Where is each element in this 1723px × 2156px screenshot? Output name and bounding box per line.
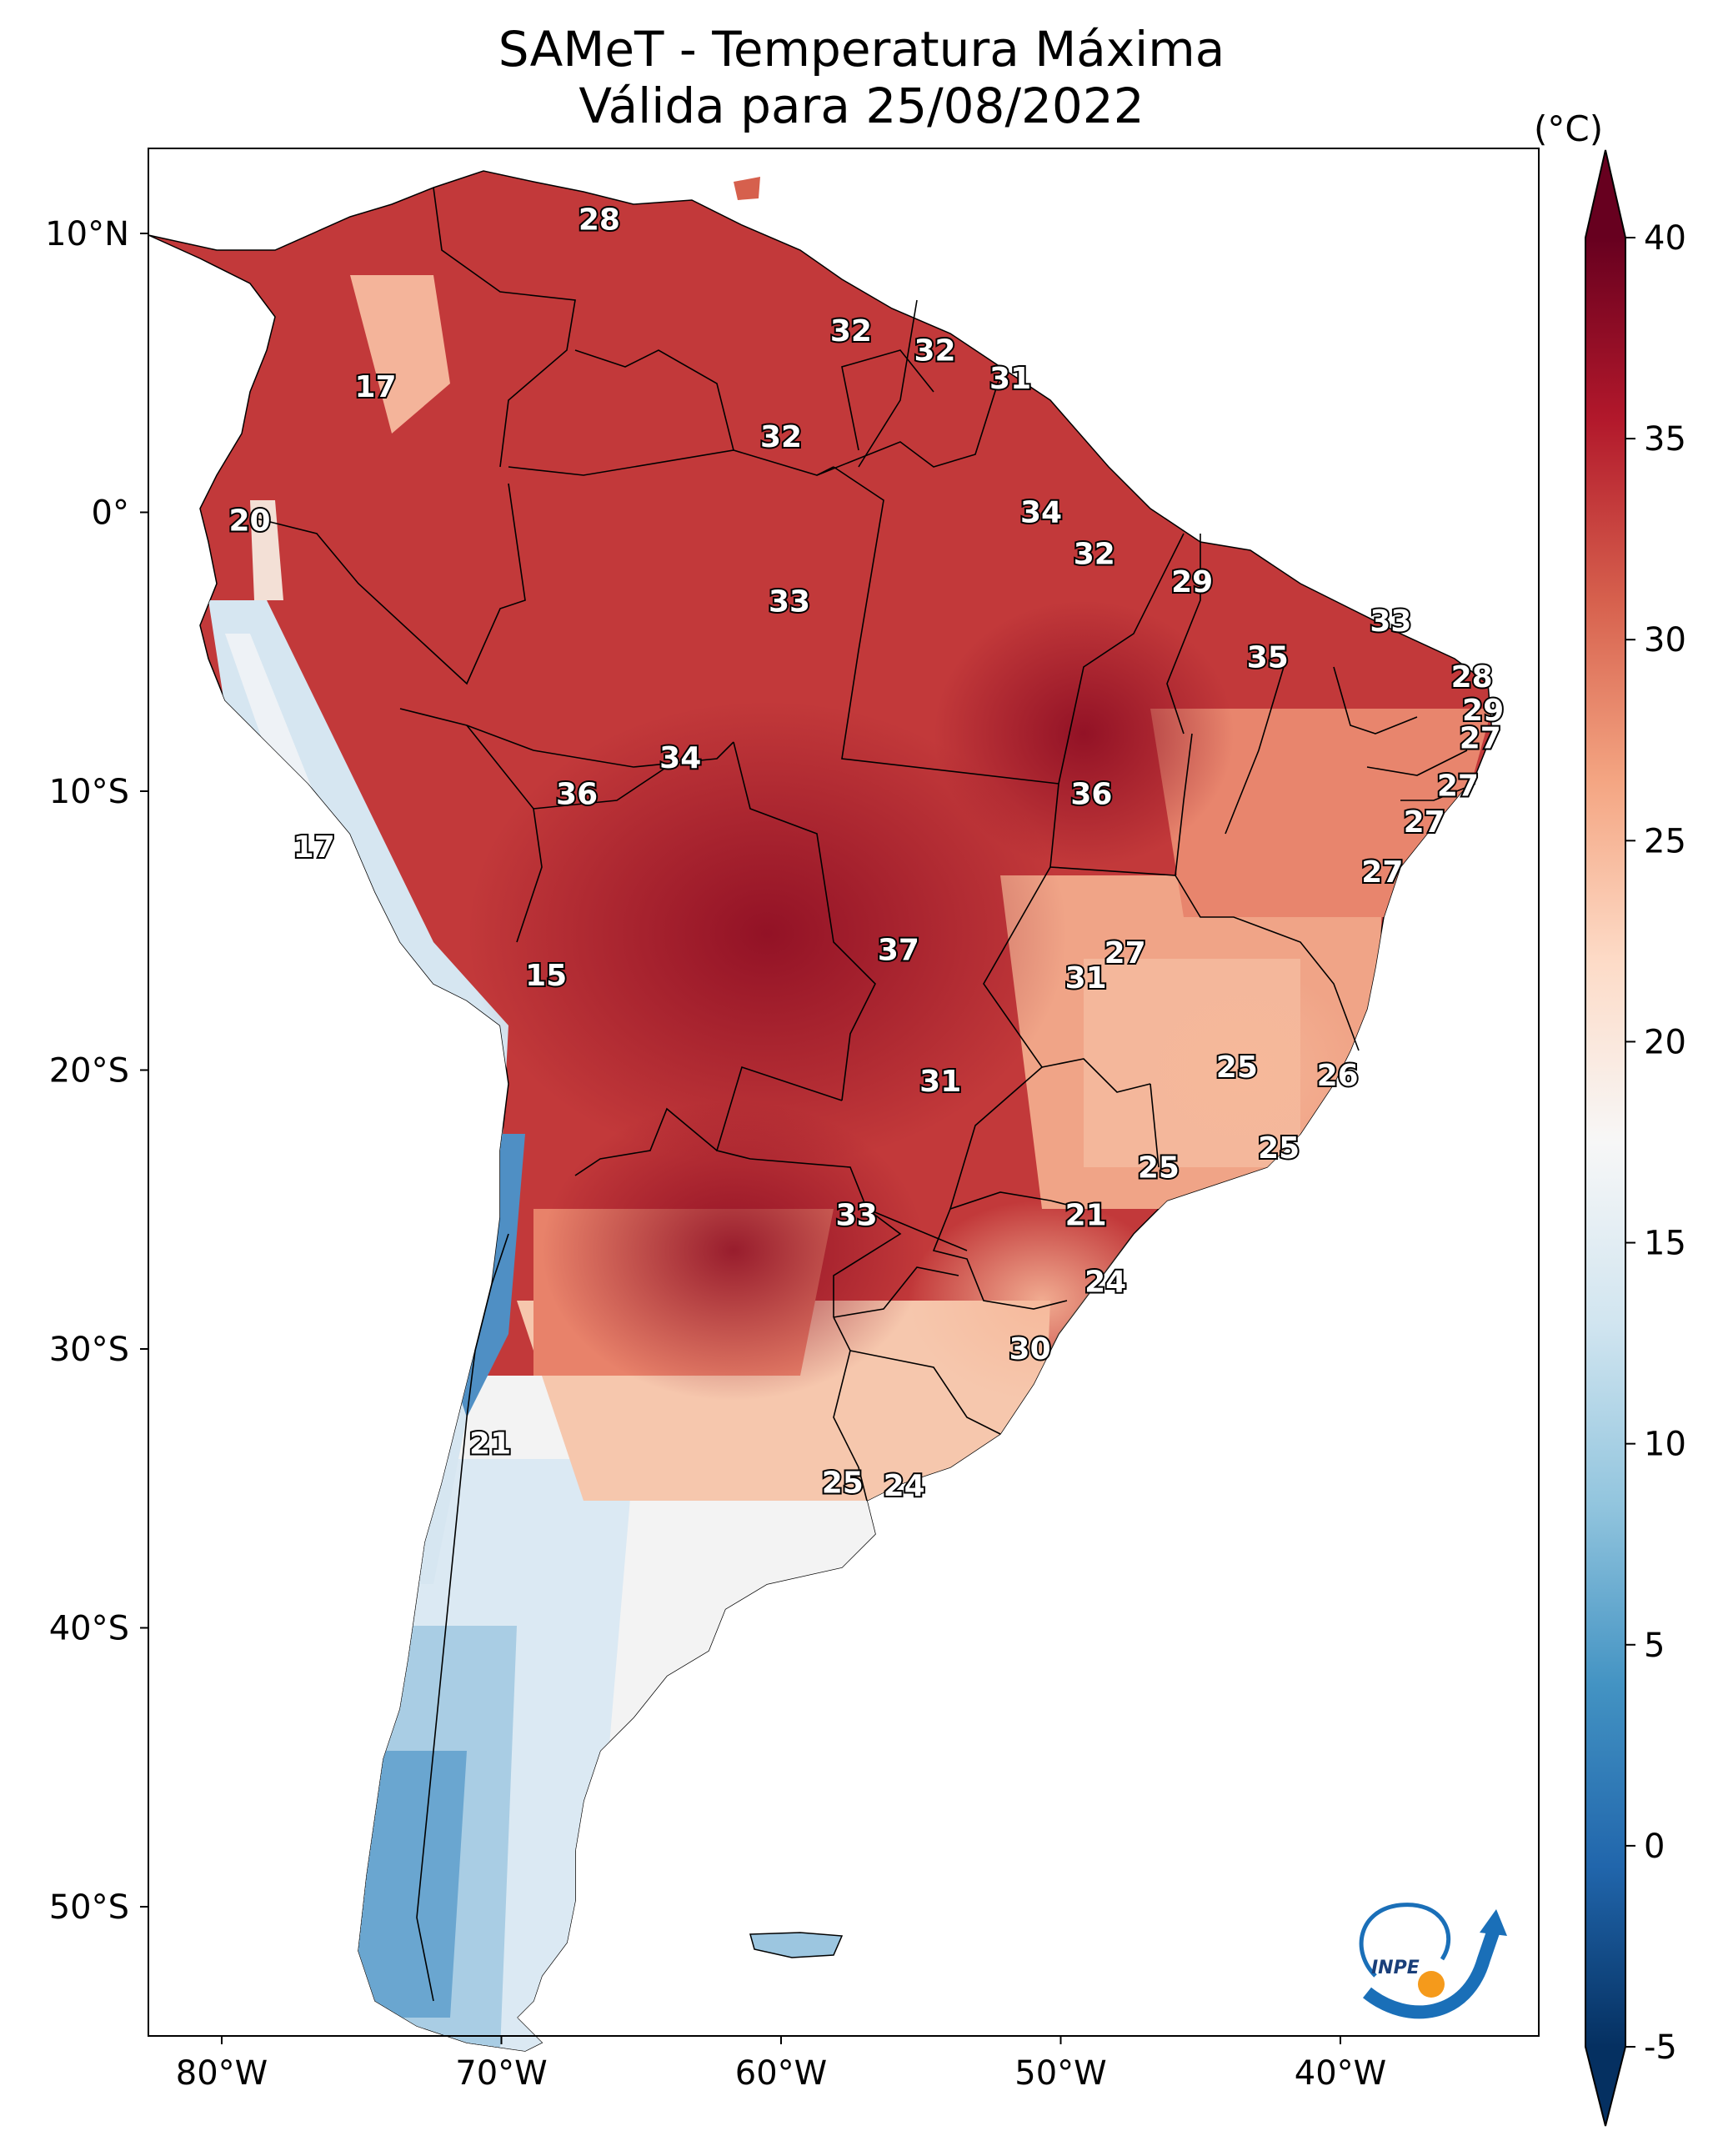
longitude-ticks: 80°W 70°W 60°W 50°W 40°W (176, 2036, 1386, 2093)
temperature-label: 25 (1258, 1131, 1300, 1166)
temperature-label: 35 (1247, 640, 1289, 674)
lon-tick-label: 40°W (1295, 2054, 1386, 2093)
lat-tick-label: 30°S (49, 1331, 129, 1369)
temperature-label: 31 (989, 362, 1031, 396)
lon-tick-label: 80°W (176, 2054, 268, 2093)
colorbar-tick-label: 25 (1644, 822, 1686, 860)
map-title-line2: Válida para 25/08/2022 (579, 78, 1144, 134)
temperature-label: 27 (1404, 805, 1445, 840)
temperature-label: 20 (228, 504, 270, 539)
inpe-logo-orbit (1359, 1903, 1451, 1978)
lon-tick-label: 70°W (455, 2054, 547, 2093)
temperature-label: 21 (1065, 1198, 1107, 1232)
inpe-logo-arrow (1480, 1909, 1507, 1936)
temperature-label: 25 (822, 1467, 864, 1501)
lon-tick-label: 50°W (1014, 2054, 1106, 2093)
trinidad-island (734, 177, 760, 200)
temperature-label: 27 (1361, 855, 1403, 890)
temperature-label: 37 (878, 934, 919, 968)
temperature-label: 36 (1070, 777, 1112, 811)
plot-frame (148, 148, 1540, 2037)
lat-tick-label: 20°S (49, 1052, 129, 1091)
lat-tick-label: 10°N (45, 215, 129, 253)
colorbar-tick-label: 10 (1644, 1426, 1686, 1464)
inpe-logo-text: INPE (1371, 1958, 1420, 1978)
colorbar-top-extend (1585, 150, 1625, 238)
temperature-label: 24 (1084, 1266, 1126, 1300)
country-borders (249, 187, 1476, 2002)
temperature-label: 29 (1171, 565, 1213, 599)
temperature-label: 28 (579, 203, 620, 237)
colorbar-tick-label: 5 (1644, 1627, 1665, 1665)
inpe-logo-sun (1418, 1971, 1445, 1998)
temperature-label: 24 (884, 1469, 925, 1503)
map-title-line1: SAMeT - Temperatura Máxima (498, 21, 1225, 78)
temperature-label: 25 (1216, 1050, 1258, 1085)
colorbar-tick-label: 40 (1644, 219, 1686, 258)
colorbar: 40 35 30 25 20 15 10 5 0 -5 (1585, 149, 1686, 2127)
temperature-label: 34 (1020, 496, 1062, 530)
temperature-label: 32 (914, 333, 955, 368)
colorbar-bottom-extend (1585, 2047, 1625, 2126)
temperature-label: 31 (919, 1065, 961, 1099)
temperature-label: 33 (769, 585, 810, 619)
temperature-label: 31 (1065, 961, 1107, 995)
lat-tick-label: 10°S (49, 773, 129, 811)
temperature-label: 26 (1317, 1059, 1359, 1093)
temperature-label: 29 (1462, 694, 1504, 728)
temperature-label: 25 (1138, 1151, 1180, 1186)
inpe-logo: INPE (1359, 1903, 1507, 2019)
latitude-ticks: 10°N 0° 10°S 20°S 30°S 40°S 50°S (45, 215, 148, 1927)
lat-tick-label: 40°S (49, 1610, 129, 1648)
inpe-logo-swoosh (1363, 1928, 1500, 2019)
temperature-label: 17 (293, 830, 335, 865)
temperature-label: 32 (760, 420, 802, 454)
colorbar-tick-label: 20 (1644, 1023, 1686, 1061)
temperature-label: 32 (830, 314, 872, 348)
colorbar-tick-label: -5 (1644, 2028, 1677, 2067)
temperature-label: 36 (556, 777, 598, 811)
temperature-label: 33 (836, 1198, 878, 1232)
colorbar-ticks: 40 35 30 25 20 15 10 5 0 -5 (1625, 219, 1686, 2067)
temperature-label: 32 (1074, 538, 1115, 572)
lat-tick-label: 0° (92, 494, 129, 533)
falkland-islands (749, 1932, 844, 1958)
colorbar-tick-label: 15 (1644, 1225, 1686, 1263)
colorbar-tick-label: 30 (1644, 621, 1686, 659)
colorbar-gradient (1585, 238, 1625, 2047)
lon-tick-label: 60°W (735, 2054, 827, 2093)
temperature-label: 15 (525, 959, 567, 993)
temperature-label: 27 (1437, 769, 1479, 803)
temperature-label: 21 (469, 1427, 511, 1462)
temperature-label: 28 (1451, 660, 1493, 694)
temperature-label: 30 (1009, 1332, 1051, 1366)
temperature-label: 27 (1104, 936, 1146, 970)
temperature-label: 27 (1460, 721, 1501, 755)
lat-tick-label: 50°S (49, 1888, 129, 1927)
temperature-label: 17 (354, 370, 396, 404)
temperature-label: 34 (659, 741, 701, 775)
temperature-label: 33 (1370, 604, 1411, 639)
colorbar-tick-label: 35 (1644, 420, 1686, 459)
colorbar-tick-label: 0 (1644, 1828, 1665, 1866)
colorbar-unit: (°C) (1534, 108, 1604, 149)
